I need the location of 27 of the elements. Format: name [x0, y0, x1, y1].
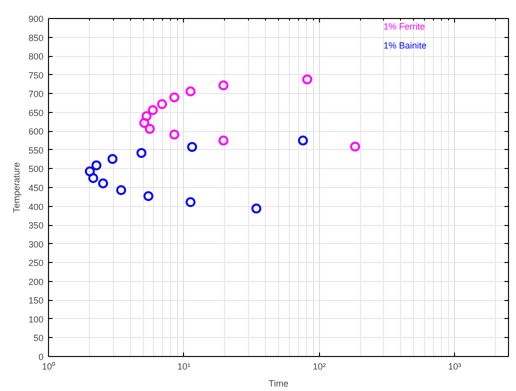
y-tick-label: 100 — [28, 314, 44, 324]
y-tick-label: 750 — [28, 70, 44, 80]
y-tick-label: 50 — [33, 333, 44, 344]
x-tick-label: 10³ — [448, 362, 462, 372]
y-tick-label: 550 — [28, 145, 44, 156]
y-tick-label: 400 — [28, 202, 44, 212]
y-tick-label: 150 — [28, 296, 44, 306]
text: 1% Bainite — [384, 40, 427, 50]
y-tick-label: 900 — [28, 14, 44, 24]
x-tick-label: 10⁰ — [42, 362, 56, 372]
text: 1% Ferrite — [384, 22, 426, 32]
y-tick-label: 850 — [28, 32, 44, 43]
y-tick-label: 800 — [28, 52, 44, 62]
y-tick-label: 200 — [28, 276, 44, 287]
y-tick-label: 650 — [28, 108, 44, 118]
y-tick-label: 600 — [28, 126, 44, 137]
x-tick-label: 10¹ — [177, 362, 190, 372]
y-tick-label: 700 — [28, 89, 44, 100]
y-tick-label: 0 — [38, 352, 44, 362]
y-tick-label: 300 — [28, 239, 44, 250]
y-tick-label: 450 — [28, 183, 44, 193]
y-tick-label: 250 — [28, 258, 44, 268]
x-axis-title: Time — [268, 378, 288, 388]
y-axis-title: Temperature — [11, 162, 22, 213]
y-tick-label: 350 — [28, 220, 44, 231]
x-tick-label: 10² — [312, 362, 326, 372]
y-tick-label: 500 — [28, 164, 44, 174]
